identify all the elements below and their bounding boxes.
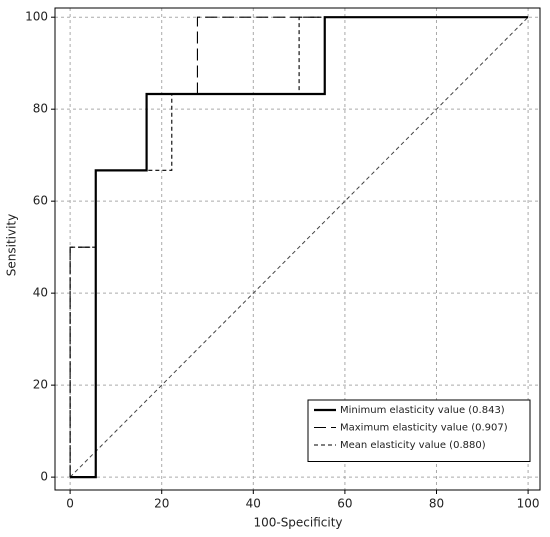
y-axis-title: Sensitivity — [5, 214, 19, 276]
y-tick-label: 0 — [40, 470, 48, 484]
x-tick-label: 0 — [66, 497, 74, 511]
x-axis-title: 100-Specificity — [253, 516, 342, 530]
legend-box — [307, 399, 531, 462]
legend-label: Maximum elasticity value (0.907) — [340, 423, 508, 434]
roc-curve — [70, 16, 529, 479]
x-tick-label: 40 — [246, 497, 261, 511]
y-tick-label: 40 — [33, 286, 48, 300]
x-tick-label: 100 — [517, 497, 540, 511]
y-tick-label: 60 — [33, 194, 48, 208]
x-tick-label: 20 — [154, 497, 169, 511]
y-tick-label: 100 — [25, 10, 48, 24]
y-tick-label: 20 — [33, 378, 48, 392]
legend-label: Minimum elasticity value (0.843) — [340, 405, 505, 416]
plot-border — [54, 7, 541, 491]
x-tick-label: 60 — [337, 497, 352, 511]
reference-line — [69, 16, 529, 478]
y-tick-label: 80 — [33, 102, 48, 116]
x-tick-label: 80 — [429, 497, 444, 511]
roc-curve — [69, 16, 529, 478]
legend-label: Mean elasticity value (0.880) — [340, 440, 486, 451]
